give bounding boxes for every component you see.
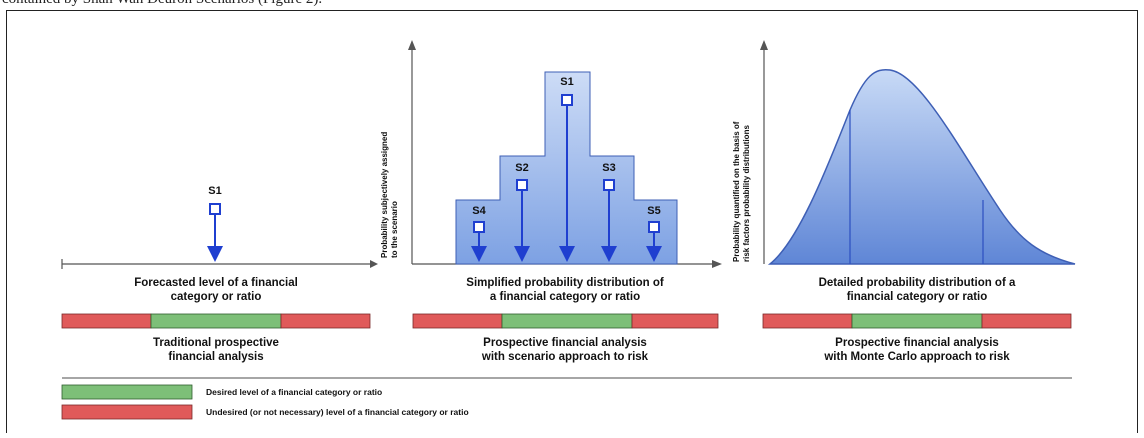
panel-traditional	[61, 203, 378, 269]
panel2-caption: Simplified probability distribution of a…	[466, 277, 664, 303]
range-bar-1-green	[150, 313, 282, 329]
legend-undesired-label: Undesired (or not necessary) level of a …	[206, 407, 469, 417]
range-bar-2-red-left	[412, 313, 503, 329]
range-bar-3	[762, 313, 1072, 329]
panel2-s1-label: S1	[560, 76, 574, 88]
panel2-s2-label: S2	[515, 162, 529, 174]
range-bar-2	[412, 313, 719, 329]
range-bar-3-red-left	[762, 313, 853, 329]
legend-green-swatch	[61, 384, 193, 400]
panel3-caption: Detailed probability distribution of a f…	[818, 277, 1016, 303]
range-bar-1-red-right	[280, 313, 371, 329]
scenario-S5	[646, 221, 662, 262]
range-bar-1	[61, 313, 371, 329]
s3-marker	[603, 179, 615, 191]
figure-frame	[6, 10, 1138, 433]
legend-desired-label: Desired level of a financial category or…	[206, 387, 383, 397]
scenario-S1	[559, 94, 575, 262]
panel-scenario	[408, 40, 722, 268]
scenario-S4	[471, 221, 487, 262]
panel-monte-carlo	[760, 40, 1076, 265]
panel3-y-axis-label: Probability quantified on the basis of r…	[732, 121, 751, 262]
range-bar-2-red-right	[631, 313, 719, 329]
s1-marker	[561, 94, 573, 106]
panel2-y-axis-label: Probability subjectively assigned to the…	[380, 131, 399, 258]
range-bar-3-green	[851, 313, 983, 329]
panel2-s4-label: S4	[472, 205, 486, 217]
s2-marker	[516, 179, 528, 191]
s5-marker	[648, 221, 660, 233]
panel3-density-curve	[767, 68, 1076, 265]
panel2-approach-label: Prospective financial analysis with scen…	[481, 337, 649, 363]
legend-red-swatch	[61, 404, 193, 420]
panel1-axis-arrow	[370, 260, 378, 268]
panel3-approach-label: Prospective financial analysis with Mont…	[824, 337, 1010, 363]
panel2-y-axis-arrow	[408, 40, 416, 50]
range-bar-2-green	[501, 313, 633, 329]
top-caption: contained by Shan Wan Deuron Scenarios (…	[2, 0, 322, 8]
panel1-s1-marker	[209, 203, 221, 215]
panel2-x-axis-arrow	[712, 260, 722, 268]
range-bar-3-red-right	[981, 313, 1072, 329]
panel1-s1-label: S1	[208, 185, 222, 197]
range-bar-1-red-left	[61, 313, 152, 329]
scenario-S2	[514, 179, 530, 262]
panel1-caption: Forecasted level of a financial category…	[134, 277, 298, 303]
s4-marker	[473, 221, 485, 233]
panel2-s5-label: S5	[647, 205, 661, 217]
panel2-s3-label: S3	[602, 162, 616, 174]
scenario-S3	[601, 179, 617, 262]
panel3-y-axis-arrow	[760, 40, 768, 50]
panel1-approach-label: Traditional prospective financial analys…	[153, 337, 279, 363]
